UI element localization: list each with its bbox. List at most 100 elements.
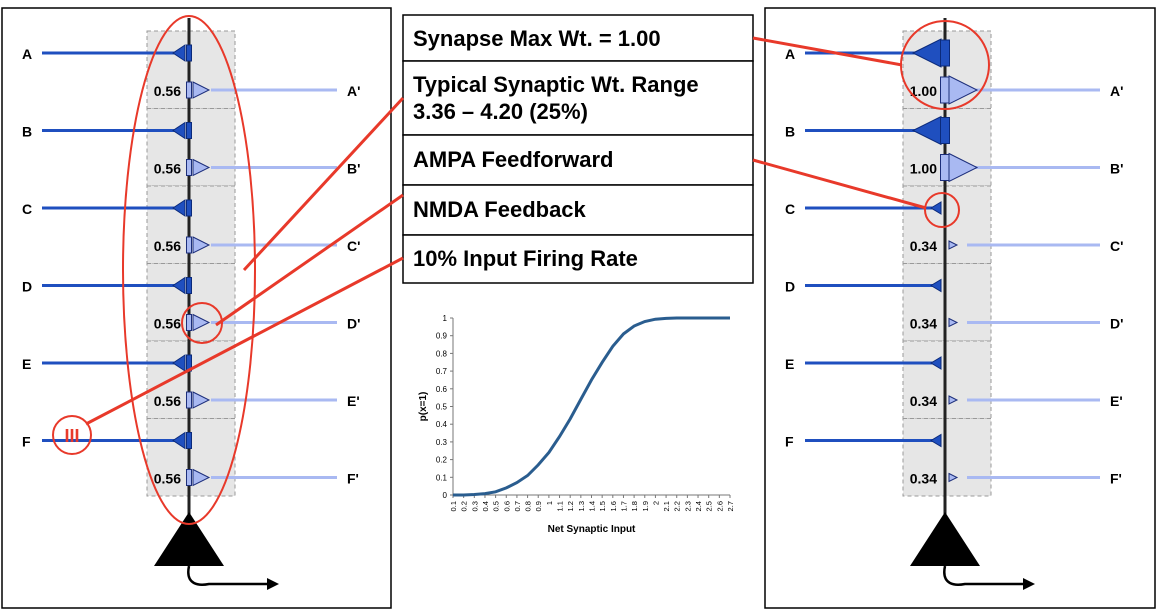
input-label: E [785,356,794,372]
x-tick-label: 1.7 [619,501,628,511]
range-callout-line [242,96,405,272]
output-synapse [948,317,959,328]
input-spine [186,199,192,217]
max-weight-text: Synapse Max Wt. = 1.00 [413,26,661,51]
x-tick-label: 2.1 [662,501,671,511]
weight-range-box [402,60,754,136]
weight-label: 0.56 [154,161,181,177]
x-tick-label: 1.9 [641,501,650,511]
synapse-box [902,418,992,497]
output-spine [186,469,192,486]
firing-rate-text: 10% Input Firing Rate [413,246,638,271]
x-tick-label: 2.5 [705,501,714,511]
output-spine [186,314,192,331]
x-tick-label: 1.2 [566,501,575,511]
y-tick-label: 1 [443,314,448,323]
x-tick-label: 1.3 [577,501,586,511]
x-axis-label: Net Synaptic Input [548,524,636,535]
x-tick-label: 2.7 [726,501,735,511]
y-tick-label: 0.4 [436,420,448,429]
output-synapse [192,468,211,487]
range-text-line1: Typical Synaptic Wt. Range [413,72,699,97]
y-axis-label: p(x=1) [418,392,429,422]
ampa-text: AMPA Feedforward [413,147,614,172]
x-tick-label: 0.7 [513,501,522,511]
weight-label: 0.34 [910,393,937,409]
info-boxes [402,14,754,284]
output-synapse [948,152,979,183]
output-synapse [192,391,211,409]
output-label: F' [347,471,359,487]
input-label: C [785,201,795,217]
output-synapse [192,158,211,177]
input-label: E [22,356,31,372]
x-tick-label: 2.6 [715,501,724,511]
input-spine [940,39,950,67]
synapse-box [902,263,992,342]
x-tick-label: 2.2 [673,501,682,511]
soma [154,512,224,566]
dendrite-highlight-ellipse [122,15,256,525]
weight-label: 0.56 [154,238,181,254]
weight-label: 0.56 [154,471,181,487]
x-tick-label: 0.1 [449,501,458,511]
x-tick-label: 2 [651,501,660,505]
weight-label: 1.00 [910,161,937,177]
input-synapse [930,201,942,215]
output-label: A' [347,83,360,99]
x-tick-label: 0.5 [492,501,501,511]
weight-label: 1.00 [910,83,937,99]
y-tick-label: 0.2 [436,456,448,465]
input-spine [186,432,192,449]
synapse-box [902,185,992,264]
x-tick-label: 0.8 [524,501,533,511]
input-label: C [22,201,32,217]
input-synapse [172,121,186,140]
x-tick-label: 0.2 [460,501,469,511]
input-synapse [930,278,942,293]
right-panel: A A' 1.00 B B' 1.00 C C' 0.34 D D' 0.34 E E' 0.34 F F' 0.… [785,18,1123,590]
output-label: B' [1110,161,1123,177]
input-synapse [172,431,186,450]
output-synapse [948,395,959,405]
soma [910,512,980,566]
input-spine [186,277,192,294]
output-label: C' [347,238,360,254]
output-label: E' [1110,393,1123,409]
x-tick-label: 0.9 [534,501,543,511]
left-panel: A A' 0.56 B B' 0.56 C C' 0.56 D D' 0.56 E E' 0.56 F F' 0.… [22,18,360,590]
x-tick-label: 1.5 [598,501,607,511]
input-label: F [22,434,31,450]
x-tick-label: 0.3 [470,501,479,511]
weight-label: 0.34 [910,471,937,487]
weight-label: 0.34 [910,316,937,332]
output-label: E' [347,393,360,409]
nmda-callout-line [215,193,404,327]
y-tick-label: 0.5 [436,403,448,412]
input-label: B [785,124,795,140]
y-tick-label: 0.7 [436,367,448,376]
output-synapse [192,236,211,254]
nmda-highlight-circle [181,302,223,344]
synapse-box [902,340,992,419]
input-label: A [22,46,32,62]
x-tick-label: 1.6 [609,501,618,511]
input-label: A [785,46,795,62]
ampa-highlight-circle [924,192,960,228]
range-text-line2: 3.36 – 4.20 (25%) [413,99,588,124]
input-spine [186,122,192,139]
x-tick-label: 1.1 [556,501,565,511]
firing-marker: III [64,426,79,446]
weight-label: 0.56 [154,83,181,99]
output-spine [186,236,192,254]
callouts: III [52,15,990,525]
weight-label: 0.56 [154,316,181,332]
input-label: D [785,279,795,295]
input-synapse [930,433,942,448]
input-synapse [930,356,942,370]
firing-rate-box [402,234,754,284]
sigmoid-chart: 00.10.20.30.40.50.60.70.80.910.1 0.2 0.3 0.… [418,314,735,535]
output-axon [187,565,271,586]
weight-label: 0.34 [910,238,937,254]
